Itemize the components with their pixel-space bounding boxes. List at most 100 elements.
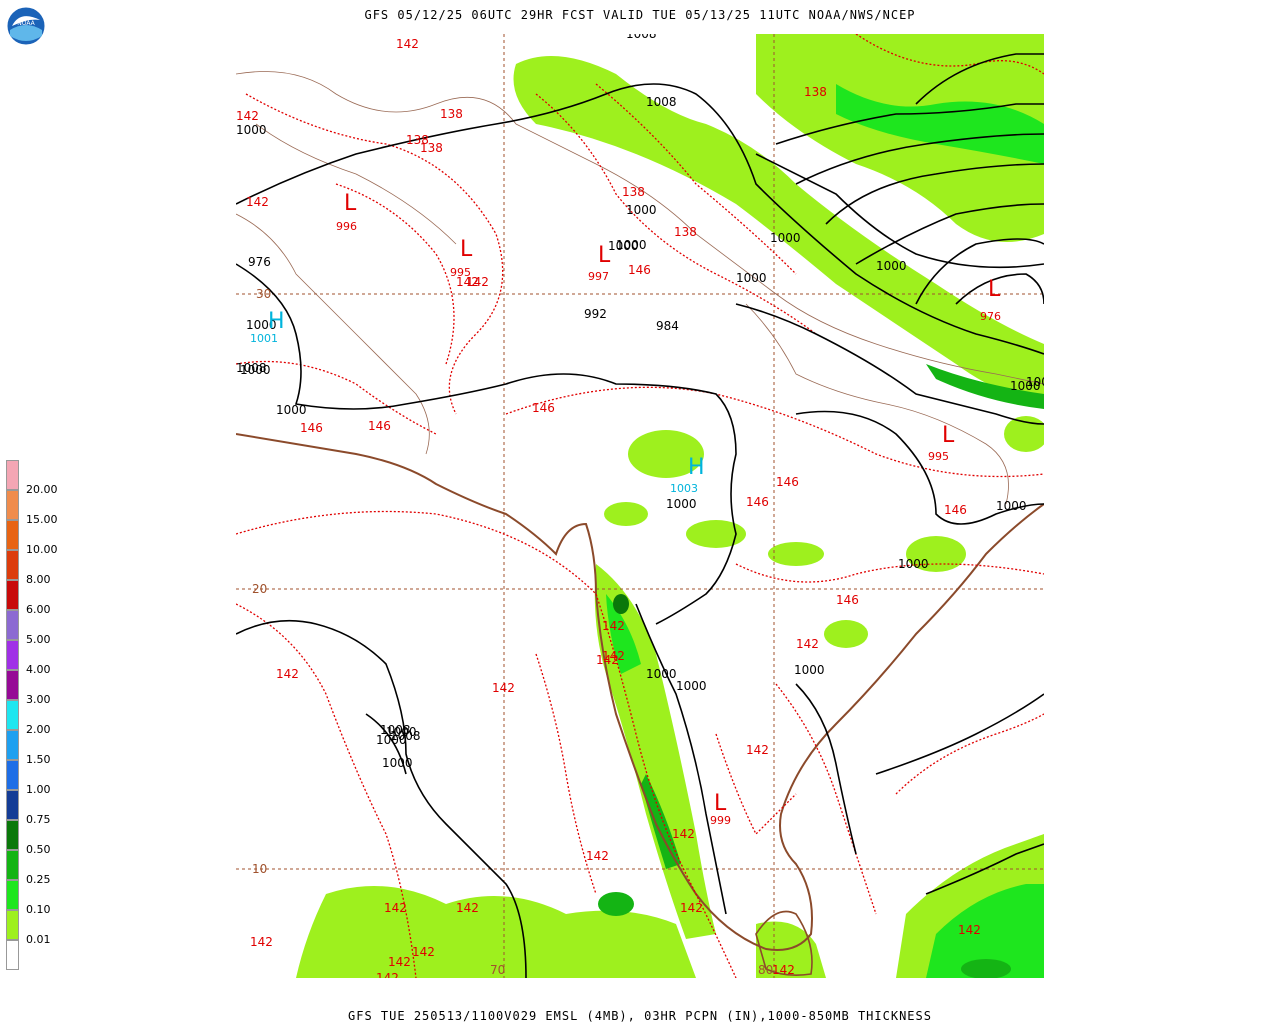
legend-swatch — [6, 490, 19, 520]
isobar-label: 1000 — [626, 203, 657, 217]
low-pressure-marker: L — [344, 191, 357, 216]
isobar-label: 1000 — [1010, 379, 1041, 393]
high-pressure-marker: H — [268, 309, 285, 334]
high-pressure-value: 1001 — [250, 332, 278, 345]
low-pressure-marker: L — [460, 237, 473, 262]
thickness-label: 146 — [300, 421, 323, 435]
low-pressure-marker: L — [714, 791, 727, 816]
isobar-label: 1000 — [382, 756, 413, 770]
isobar-label: 1008 — [390, 729, 421, 743]
legend-label: 20.00 — [26, 483, 58, 496]
thickness-label: 142 — [276, 667, 299, 681]
isobar-label: 1008 — [626, 34, 657, 41]
isobar-label: 1000 — [1026, 375, 1044, 389]
isobar-label: 1008 — [236, 361, 267, 375]
low-pressure-value: 995 — [928, 450, 949, 463]
isobar-label: 976 — [248, 255, 271, 269]
isobar-label: 1000 — [666, 497, 697, 511]
thickness-label: 142 — [596, 653, 619, 667]
lat-lon-grid — [236, 34, 1044, 978]
thickness-label: 142 — [586, 849, 609, 863]
isobar-label: 1000 — [996, 499, 1027, 513]
thickness-label: 146 — [628, 263, 651, 277]
thickness-contours — [236, 34, 1044, 978]
thickness-label: 146 — [944, 503, 967, 517]
thickness-label: 146 — [836, 593, 859, 607]
chart-title: GFS 05/12/25 06UTC 29HR FCST VALID TUE 0… — [364, 8, 916, 22]
precip-shading — [296, 34, 1044, 978]
isobar-label: 1008 — [380, 723, 411, 737]
isobar-label: 1000 — [676, 679, 707, 693]
thickness-label: 142 — [492, 681, 515, 695]
legend-swatch — [6, 580, 19, 610]
isobar-label: 1000 — [770, 231, 801, 245]
low-pressure-value: 976 — [980, 310, 1001, 323]
legend-swatch — [6, 880, 19, 910]
isobar-label: 1000 — [646, 667, 677, 681]
isobar-label: 1000 — [616, 238, 647, 252]
legend-swatch — [6, 550, 19, 580]
isobar-label: 1000 — [236, 123, 267, 137]
legend-label: 0.25 — [26, 873, 51, 886]
lon-label: 80 — [758, 963, 773, 977]
thickness-label: 142 — [602, 649, 625, 663]
isobar-label: 1000 — [736, 271, 767, 285]
legend-label: 3.00 — [26, 693, 51, 706]
legend-label: 5.00 — [26, 633, 51, 646]
legend-swatch — [6, 520, 19, 550]
thickness-label: 142 — [376, 971, 399, 978]
isobar-label: 1000 — [794, 663, 825, 677]
legend-swatch — [6, 460, 19, 490]
legend-label: 0.01 — [26, 933, 51, 946]
thickness-label: 142 — [388, 955, 411, 969]
thickness-label: 142 — [456, 275, 479, 289]
isobar-label: 1008 — [646, 95, 677, 109]
political-borders — [236, 71, 1044, 505]
legend-swatch — [6, 700, 19, 730]
low-pressure-value: 995 — [450, 266, 471, 279]
thickness-label: 146 — [746, 495, 769, 509]
thickness-label: 142 — [250, 935, 273, 949]
isobar-label: 1000 — [246, 318, 277, 332]
legend-swatch — [6, 670, 19, 700]
low-pressure-marker: L — [988, 277, 1001, 302]
low-pressure-value: 997 — [588, 270, 609, 283]
lat-label: 30 — [256, 287, 271, 301]
isobar-label: 984 — [656, 319, 679, 333]
thickness-label: 142 — [680, 901, 703, 915]
legend-label: 15.00 — [26, 513, 58, 526]
isobar-label: 1000 — [376, 733, 407, 747]
thickness-label: 138 — [406, 133, 429, 147]
thickness-label: 142 — [246, 195, 269, 209]
legend-label: 0.50 — [26, 843, 51, 856]
isobars — [236, 53, 1044, 978]
low-pressure-marker: L — [598, 243, 611, 268]
isobar-label: 1000 — [240, 363, 271, 377]
thickness-label: 142 — [384, 901, 407, 915]
legend-label: 1.00 — [26, 783, 51, 796]
high-pressure-value: 1003 — [670, 482, 698, 495]
legend-label: 4.00 — [26, 663, 51, 676]
chart-footer: GFS TUE 250513/1100V029 EMSL (4MB), 03HR… — [348, 1009, 932, 1023]
lat-label: 20 — [252, 582, 267, 596]
isobar-label: 1000 — [276, 403, 307, 417]
low-pressure-marker: L — [942, 423, 955, 448]
legend-label: 8.00 — [26, 573, 51, 586]
thickness-label: 142 — [456, 901, 479, 915]
weather-map: 30 20 10 70 80 1008 1008 1000 1000 1000 1000 1000 99… — [236, 34, 1044, 978]
lon-label: 70 — [490, 963, 505, 977]
thickness-label: 142 — [772, 963, 795, 977]
thickness-label: 142 — [602, 619, 625, 633]
legend-label: 0.75 — [26, 813, 51, 826]
thickness-label: 142 — [396, 37, 419, 51]
legend-swatch — [6, 910, 19, 940]
thickness-label: 138 — [622, 185, 645, 199]
thickness-label: 146 — [368, 419, 391, 433]
legend-label: 6.00 — [26, 603, 51, 616]
legend-swatch — [6, 790, 19, 820]
legend-swatch — [6, 850, 19, 880]
legend-swatch — [6, 940, 19, 970]
thickness-label: 146 — [776, 475, 799, 489]
thickness-label: 142 — [958, 923, 981, 937]
thickness-label: 142 — [796, 637, 819, 651]
